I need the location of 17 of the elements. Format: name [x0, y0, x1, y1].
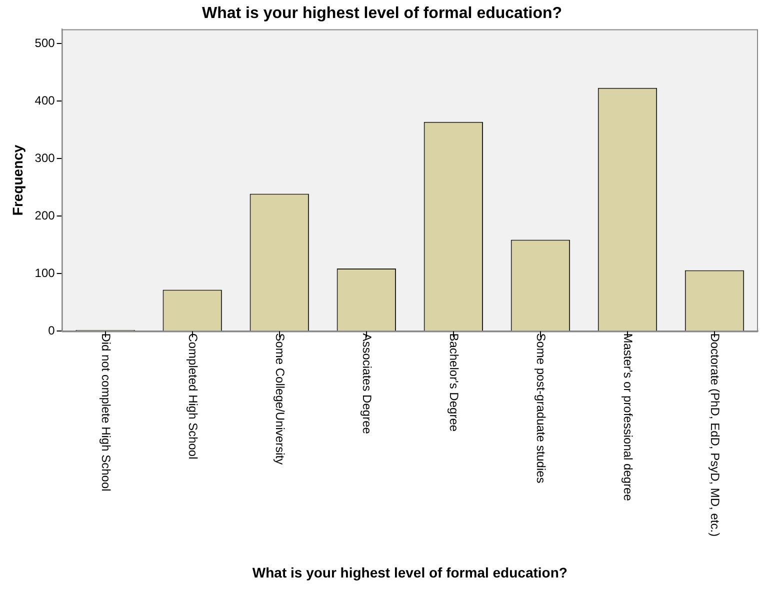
x-tick-label: Some College/University [273, 333, 288, 465]
x-tick-label: Did not complete High School [99, 333, 114, 492]
y-tick-label: 500 [34, 36, 56, 50]
x-tick-label: Completed High School [186, 333, 200, 460]
y-axis-title: Frequency [9, 144, 26, 216]
x-tick-label: Doctorate (PhD, EdD, PsyD, MD, etc.) [708, 333, 722, 537]
x-tick-label: Bachelor's Degree [447, 333, 462, 432]
y-tick-label: 100 [34, 266, 56, 280]
x-tick-label: Some post-graduate studies [534, 333, 548, 484]
chart-title: What is your highest level of formal education? [202, 5, 562, 22]
y-tick-label: 300 [34, 150, 56, 165]
x-tick-label: Associates Degree [360, 333, 374, 434]
y-tick-label: 200 [34, 208, 56, 222]
y-tick-label: 400 [34, 93, 56, 108]
x-axis-title: What is your highest level of formal education? [252, 564, 568, 580]
x-tick-label: Master's or professional degree [621, 333, 636, 502]
y-tick-label: 0 [48, 324, 56, 338]
